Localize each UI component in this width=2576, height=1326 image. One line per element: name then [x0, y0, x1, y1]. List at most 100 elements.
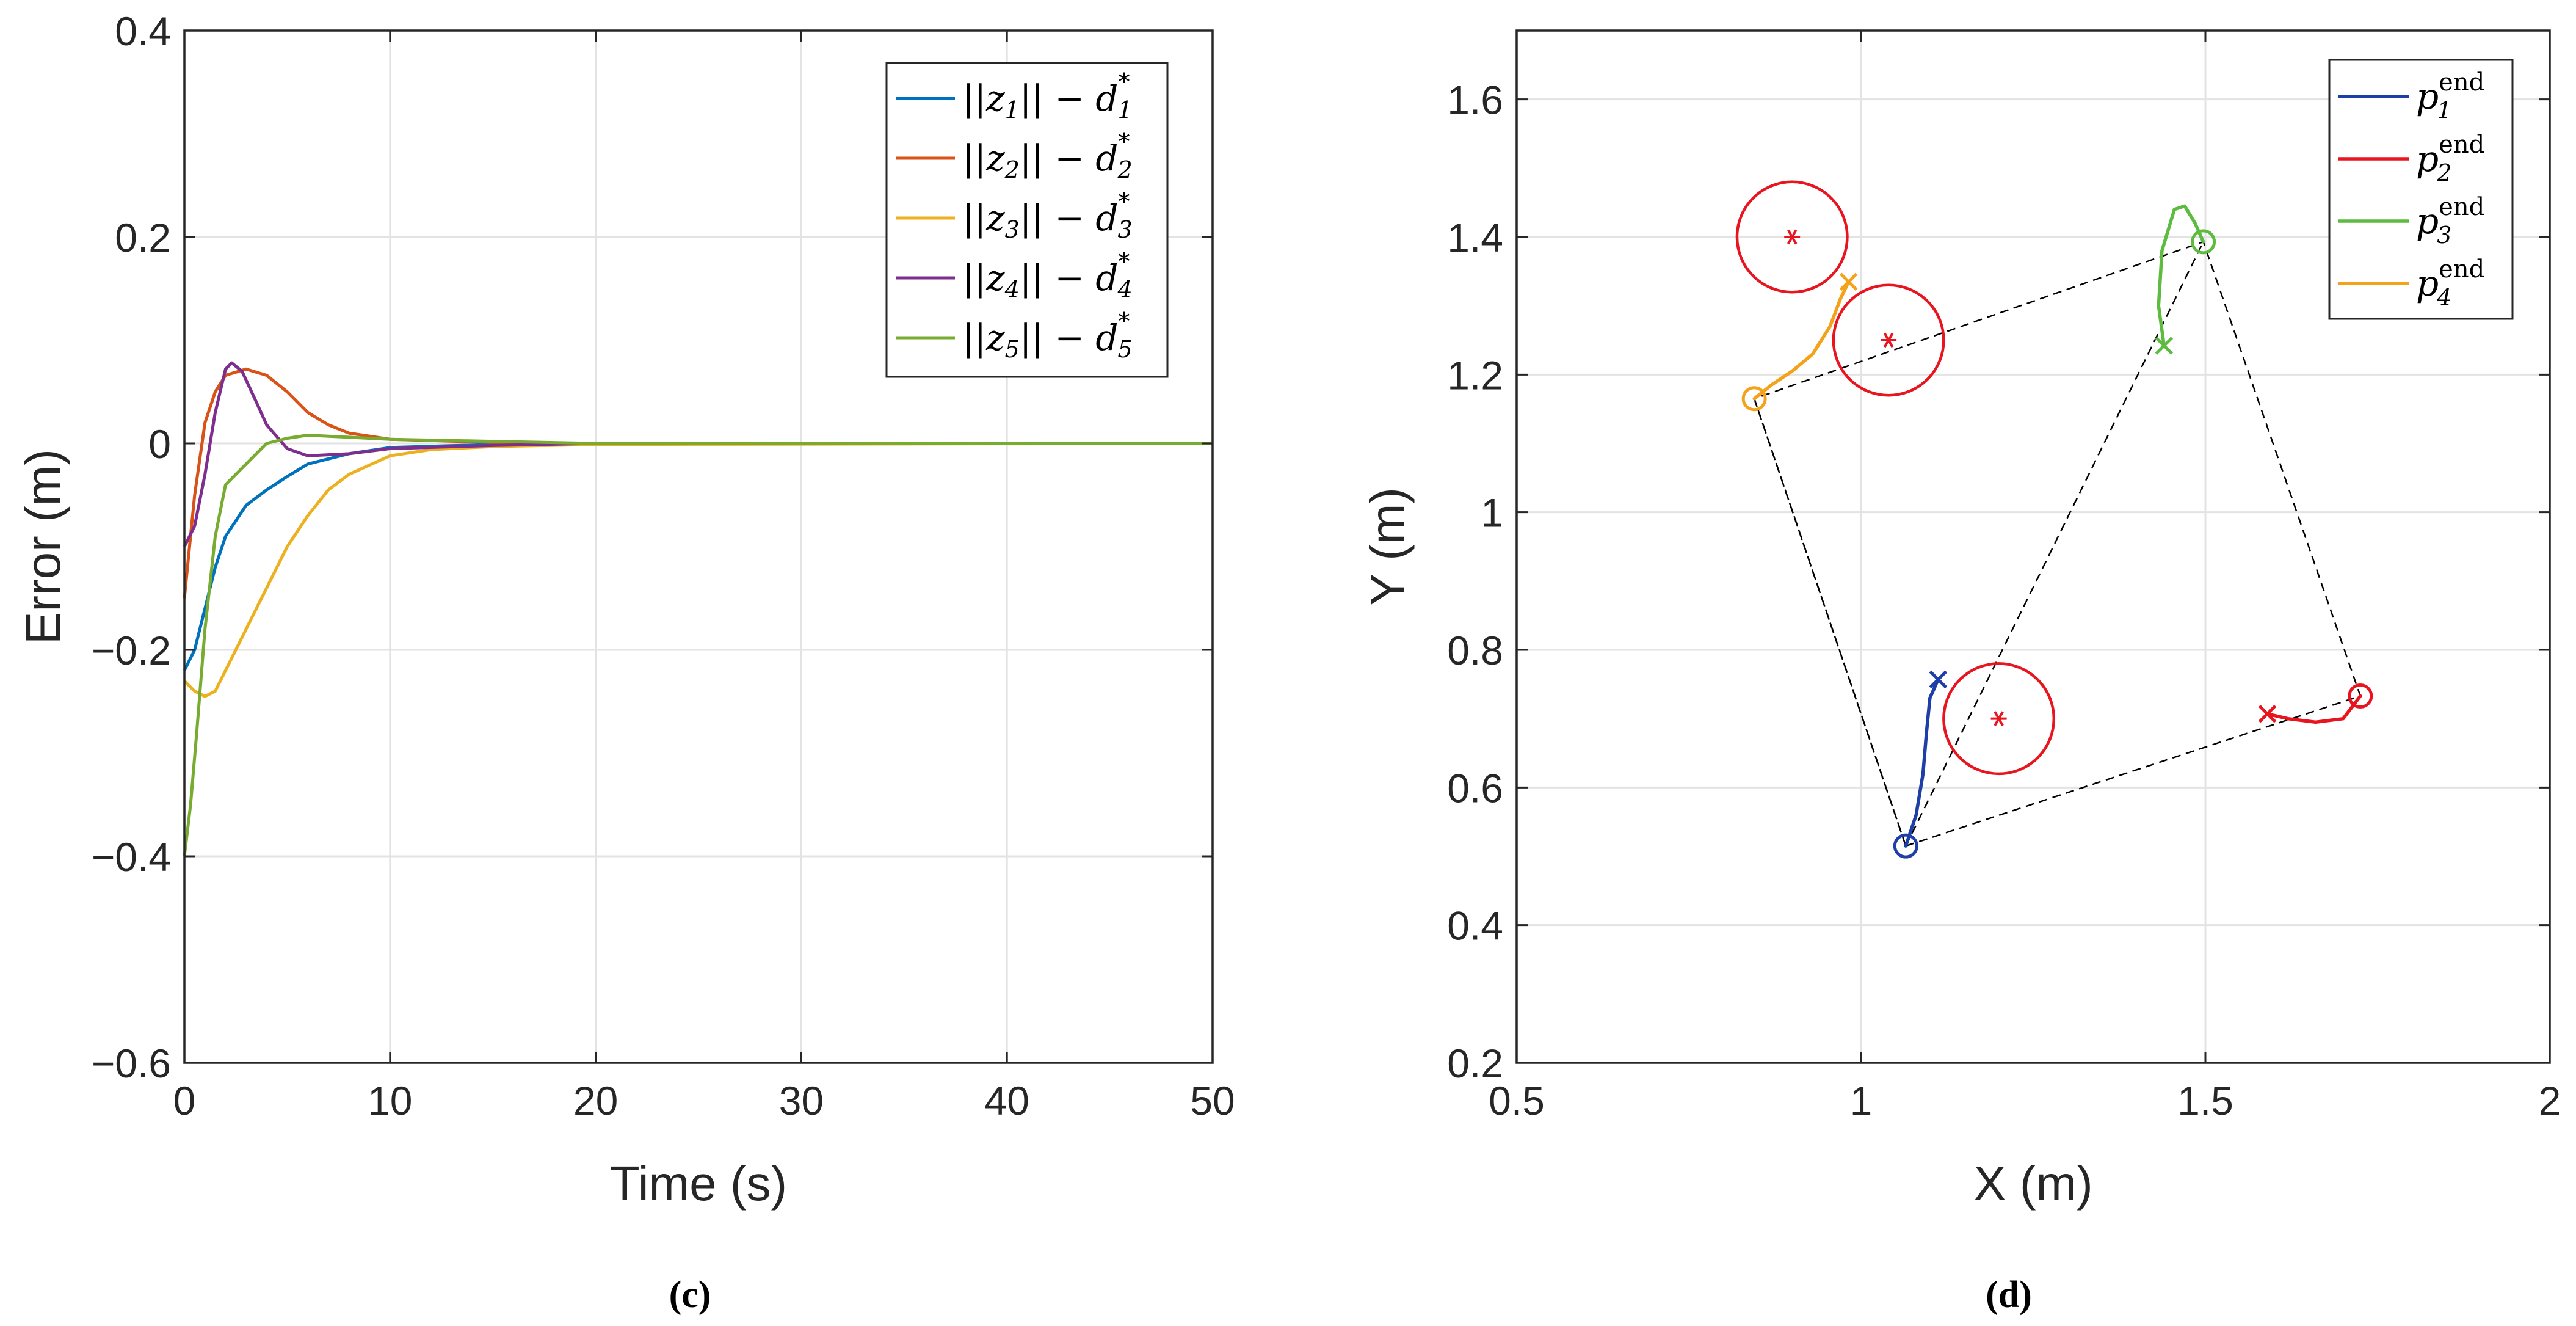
legend-entry-3: ||z3|| − d* 3: [962, 188, 1133, 243]
legend-text-part: 4: [1117, 276, 1133, 303]
y-tick-label: 0.8: [1447, 628, 1503, 673]
start-marker-2: [2258, 705, 2277, 723]
star-stroke: [1883, 332, 1894, 348]
legend-text-part: 5: [1005, 336, 1020, 363]
formation-outline: [1753, 241, 2362, 847]
legend-text-part: *: [1119, 68, 1130, 95]
y-tick-label: 1.2: [1447, 352, 1503, 398]
legend-entry-1: pend 1: [2416, 68, 2484, 124]
x-tick-label: 30: [779, 1078, 824, 1123]
legend-text-part: *: [1119, 128, 1130, 155]
legend-entry-1: ||z1|| − d* 1: [962, 68, 1133, 123]
x-tick-label: 0.5: [1489, 1078, 1545, 1123]
legend-text-part: 5: [1118, 336, 1133, 363]
y-axis-label: Y (m): [1360, 487, 1415, 606]
x-tick-label: 1: [1850, 1078, 1873, 1123]
legend-superscript: end: [2439, 131, 2484, 159]
y-tick-label: 1: [1481, 490, 1503, 536]
y-tick-label: −0.4: [92, 834, 171, 880]
series-line-4: [183, 361, 1213, 548]
panel-c-error-plot: 0 10 20 30 40 50 0.4 0.2 0 −0.2 −0.4 −0.6 Time (s) Er…: [16, 9, 1235, 1211]
legend-text-part: 4: [1004, 276, 1020, 303]
start-marker-4: [1839, 272, 1858, 291]
x-tick-label: 40: [984, 1078, 1029, 1123]
legend-text-part: 2: [1117, 156, 1133, 183]
obstacle-center-marker-1: [1784, 229, 1801, 245]
legend-text-part: ||z: [962, 317, 1005, 359]
legend-text-part: || − d: [1020, 197, 1119, 239]
x-axis-label: Time (s): [610, 1156, 787, 1211]
legend-text-part: || − d: [1020, 78, 1119, 119]
x-tick-label: 50: [1190, 1078, 1235, 1123]
y-axis-label: Error (m): [16, 449, 70, 644]
start-marker-1: [1929, 670, 1948, 689]
legend-text-part: 3: [1005, 216, 1020, 243]
x-tick-label: 10: [368, 1078, 412, 1123]
legend-superscript: end: [2439, 255, 2484, 283]
legend-superscript: end: [2439, 68, 2484, 97]
x-axis-label: X (m): [1973, 1156, 2093, 1211]
legend-subscript: 1: [2437, 97, 2451, 124]
x-tick-label: 0: [173, 1078, 196, 1123]
legend-text-part: ||z: [962, 197, 1005, 239]
axes-frame: [183, 29, 1214, 1064]
legend-symbol: p: [2416, 76, 2439, 117]
x-stroke: [1839, 272, 1858, 291]
x-tick-label: 1.5: [2177, 1078, 2233, 1123]
star-stroke: [1994, 711, 2004, 726]
legend-entry-3: pend 3: [2416, 193, 2484, 249]
series-line-1: [183, 442, 1213, 671]
y-tick-label: 1.4: [1447, 215, 1503, 260]
legend-symbol: p: [2416, 263, 2439, 304]
obstacle-circle-3: [1942, 662, 2056, 776]
start-marker-3: [2155, 337, 2174, 355]
obstacle-circle-1: [1735, 180, 1849, 294]
legend-entry-2: ||z2|| − d* 2: [962, 128, 1133, 183]
y-tick-label: 0.6: [1447, 765, 1503, 811]
x-tick-label: 20: [573, 1078, 618, 1123]
legend-text-part: 3: [1118, 216, 1133, 243]
legend-text-part: 1: [1118, 97, 1133, 123]
formation-diagonal: [1905, 241, 2204, 847]
legend-box: [885, 62, 1169, 378]
trajectory-3: [2157, 204, 2205, 348]
legend-superscript: end: [2439, 193, 2484, 221]
legend-entry-2: pend 2: [2416, 131, 2484, 186]
legend-subscript: 2: [2436, 159, 2451, 186]
trajectory-1: [1904, 677, 1940, 848]
end-marker-1: [1893, 833, 1918, 859]
legend-subscript: 4: [2436, 284, 2451, 311]
legend-box: [2328, 59, 2514, 320]
legend-text-part: ||z: [962, 137, 1005, 179]
x-stroke: [2258, 705, 2277, 723]
legend-symbol: p: [2416, 200, 2439, 242]
legend-text-part: 1: [1005, 97, 1020, 123]
end-marker-2: [2348, 683, 2373, 709]
y-tick-label: 0.4: [1447, 903, 1503, 949]
y-tick-label: 0.4: [115, 9, 171, 54]
end-marker-4: [1741, 386, 1767, 412]
y-tick-label: 0.2: [1447, 1041, 1503, 1086]
axes-frame: [1515, 29, 2551, 1064]
series-line-3: [183, 442, 1213, 698]
legend-text-part: ||z: [962, 78, 1005, 119]
legend-symbol: p: [2416, 138, 2439, 180]
y-tick-label: 1.6: [1447, 78, 1503, 123]
series-line-5: [183, 434, 1213, 857]
x-stroke: [2155, 337, 2174, 355]
y-tick-label: 0.2: [115, 215, 171, 260]
legend-entry-4: ||z4|| − d* 4: [962, 248, 1133, 303]
y-tick-label: −0.6: [92, 1041, 171, 1086]
legend-text-part: ||z: [962, 257, 1005, 299]
obstacle-circle-2: [1832, 283, 1945, 397]
legend-entry-5: ||z5|| − d* 5: [962, 308, 1133, 363]
x-tick-label: 2: [2539, 1078, 2561, 1123]
legend-text-part: 2: [1004, 156, 1020, 183]
obstacle-center-marker-3: [1990, 711, 2007, 726]
legend-text-part: *: [1119, 188, 1130, 215]
legend-text-part: || − d: [1020, 257, 1119, 299]
caption-d: (d): [1986, 1274, 2032, 1316]
trajectory-2: [2265, 694, 2362, 724]
x-stroke: [1929, 670, 1948, 689]
